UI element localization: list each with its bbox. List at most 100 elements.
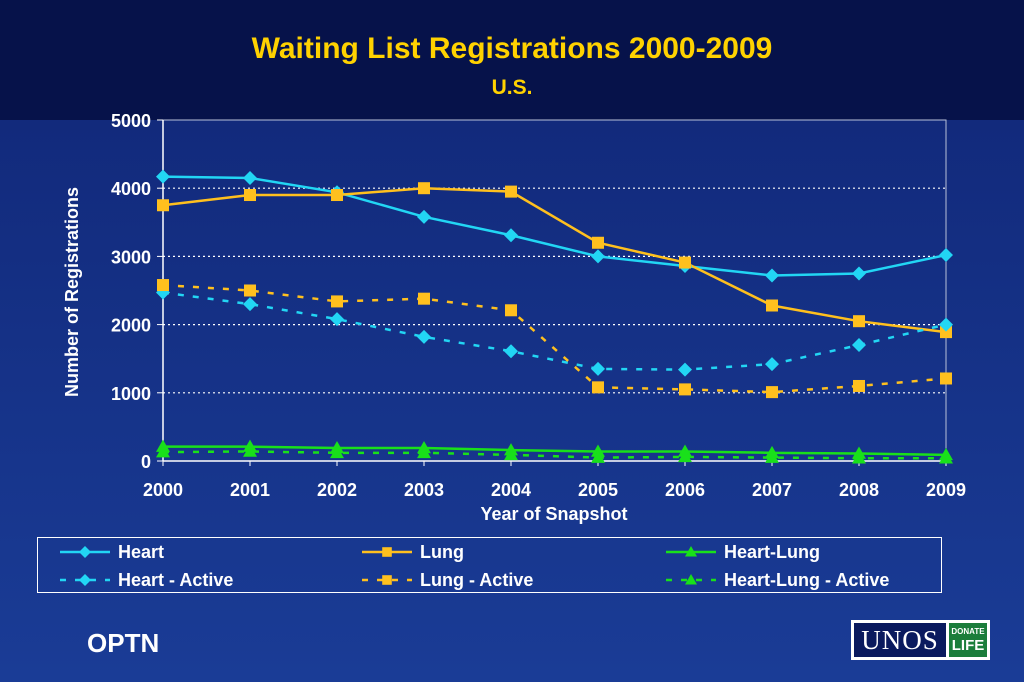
x-tick-label: 2004 xyxy=(491,480,531,500)
legend-swatch-marker xyxy=(685,546,697,557)
legend-swatch-heart-lung xyxy=(666,546,716,557)
data-point-lung xyxy=(940,326,952,339)
unos-logo-text: UNOS xyxy=(854,623,946,657)
x-tick-label: 2009 xyxy=(926,480,966,500)
data-point-heart-active xyxy=(852,338,866,353)
series-line-heart-active xyxy=(162,291,947,371)
legend-swatch-marker xyxy=(382,547,392,557)
series-line-lung-active xyxy=(162,283,947,394)
data-point-heart-lung-active xyxy=(504,447,518,461)
chart-subtitle: U.S. xyxy=(491,76,533,99)
data-point-heart-lung-active xyxy=(591,450,605,463)
data-point-heart xyxy=(765,268,779,283)
axes: 0 1000 2000 3000 4000 5000 2000 2001 2002 2003 200… xyxy=(111,111,966,500)
data-point-heart xyxy=(156,169,170,184)
x-tick-label: 2005 xyxy=(578,480,618,500)
legend-swatch-lung-active xyxy=(362,575,412,585)
y-tick-label: 3000 xyxy=(111,247,151,267)
data-point-heart-active xyxy=(678,362,692,377)
data-point-lung xyxy=(853,315,865,328)
data-point-heart-active xyxy=(243,297,257,312)
x-axis-label: Year of Snapshot xyxy=(480,504,627,524)
data-point-lung-active xyxy=(766,386,778,399)
x-tick-label: 2007 xyxy=(752,480,792,500)
data-point-lung-active xyxy=(679,383,691,396)
unos-donate-life-logo: UNOS DONATE LIFE xyxy=(851,620,990,660)
legend-item-lung: Lung xyxy=(360,540,464,564)
legend-item-heart-lung: Heart-Lung xyxy=(664,540,820,564)
data-point-heart-active xyxy=(765,357,779,372)
data-point-heart-lung-active xyxy=(330,445,344,459)
data-point-heart-active xyxy=(330,312,344,327)
data-point-heart-lung-active xyxy=(417,445,431,459)
data-point-lung-active xyxy=(505,304,517,317)
data-point-heart-lung-active xyxy=(243,444,257,457)
data-point-heart-active xyxy=(417,329,431,344)
data-point-heart xyxy=(852,266,866,281)
y-tick-label: 2000 xyxy=(111,316,151,336)
y-tick-label: 0 xyxy=(141,452,151,472)
data-point-heart xyxy=(504,228,518,243)
data-point-lung xyxy=(331,189,343,202)
data-point-heart xyxy=(417,209,431,224)
legend-swatch-lung xyxy=(362,547,412,557)
data-point-lung-active xyxy=(244,284,256,297)
y-tick-label: 4000 xyxy=(111,179,151,199)
legend-label: Heart - Active xyxy=(118,569,234,590)
y-tick-label: 5000 xyxy=(111,111,151,131)
data-point-lung-active xyxy=(592,381,604,394)
data-point-lung xyxy=(244,189,256,202)
data-point-lung-active xyxy=(940,372,952,385)
series-line-heart xyxy=(162,175,947,277)
legend-label: Heart-Lung xyxy=(724,541,820,562)
data-point-lung-active xyxy=(157,279,169,292)
legend-label: Heart-Lung - Active xyxy=(724,569,890,590)
data-point-lung xyxy=(679,256,691,269)
data-point-lung xyxy=(766,299,778,312)
legend-label: Lung - Active xyxy=(420,569,534,590)
data-point-heart-active xyxy=(591,361,605,376)
title-banner xyxy=(0,0,1024,120)
series-markers xyxy=(156,169,953,464)
donate-life-line1: DONATE xyxy=(951,627,985,636)
legend-swatch-heart-active xyxy=(60,574,110,586)
chart-legend: Heart Lung Heart-Lung Heart - Active Lung - … xyxy=(37,537,942,593)
data-point-lung-active xyxy=(418,292,430,305)
x-tick-label: 2000 xyxy=(143,480,183,500)
series-line-heart-lung xyxy=(163,445,947,457)
legend-swatch-marker xyxy=(79,546,91,558)
data-point-heart-active xyxy=(939,317,953,332)
data-point-heart-lung-active xyxy=(156,445,170,458)
x-tick-label: 2006 xyxy=(665,480,705,500)
data-point-heart xyxy=(591,249,605,264)
data-point-lung xyxy=(418,182,430,195)
legend-item-heart-active: Heart - Active xyxy=(58,568,233,592)
legend-label: Heart xyxy=(118,541,165,562)
data-point-heart xyxy=(243,170,257,185)
legend-swatch-marker xyxy=(79,574,91,586)
series-line-lung xyxy=(162,186,947,334)
donate-life-badge: DONATE LIFE xyxy=(949,623,987,657)
data-point-heart-lung-active xyxy=(678,449,692,463)
y-tick-label: 1000 xyxy=(111,384,151,404)
data-point-heart-lung-active xyxy=(939,451,953,464)
data-point-heart-lung-active xyxy=(765,450,779,463)
legend-swatch-heart-lung-active xyxy=(666,574,716,585)
data-point-heart-lung xyxy=(591,444,605,457)
data-point-lung-active xyxy=(331,295,343,308)
x-tick-label: 2008 xyxy=(839,480,879,500)
data-point-lung xyxy=(157,199,169,212)
data-point-heart-active xyxy=(504,344,518,359)
legend-swatch-heart xyxy=(60,546,110,558)
chart-title: Waiting List Registrations 2000-2009 xyxy=(251,32,773,65)
legend-label: Lung xyxy=(420,541,464,562)
series-line-heart-lung-active xyxy=(162,450,946,460)
legend-swatch-marker xyxy=(685,574,697,585)
legend-item-heart: Heart xyxy=(58,540,164,564)
gridlines xyxy=(163,187,946,394)
x-tick-label: 2001 xyxy=(230,480,270,500)
x-tick-label: 2003 xyxy=(404,480,444,500)
y-axis-label: Number of Registrations xyxy=(62,187,82,397)
data-point-heart xyxy=(939,248,953,263)
